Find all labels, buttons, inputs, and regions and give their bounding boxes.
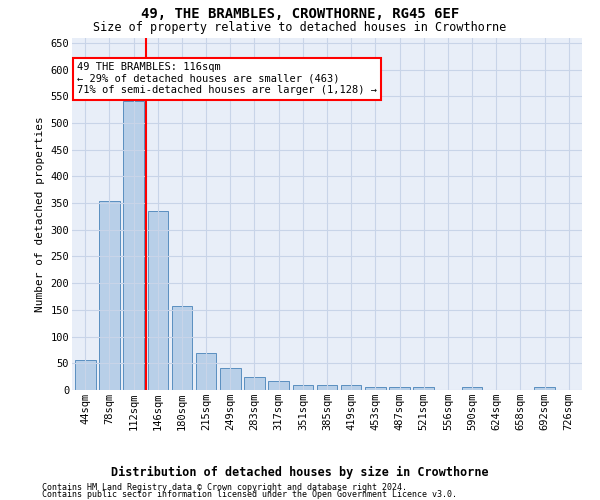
Bar: [268, 381, 289, 390]
Bar: [317, 385, 337, 390]
Text: Distribution of detached houses by size in Crowthorne: Distribution of detached houses by size …: [111, 466, 489, 479]
Bar: [220, 368, 241, 390]
Bar: [99, 202, 120, 390]
Bar: [293, 384, 313, 390]
Bar: [365, 388, 386, 390]
Text: 49 THE BRAMBLES: 116sqm
← 29% of detached houses are smaller (463)
71% of semi-d: 49 THE BRAMBLES: 116sqm ← 29% of detache…: [77, 62, 377, 96]
Bar: [389, 388, 410, 390]
Bar: [75, 360, 95, 390]
Bar: [534, 388, 555, 390]
Y-axis label: Number of detached properties: Number of detached properties: [35, 116, 45, 312]
Bar: [148, 210, 168, 390]
Text: Size of property relative to detached houses in Crowthorne: Size of property relative to detached ho…: [94, 21, 506, 34]
Bar: [462, 388, 482, 390]
Text: 49, THE BRAMBLES, CROWTHORNE, RG45 6EF: 49, THE BRAMBLES, CROWTHORNE, RG45 6EF: [141, 8, 459, 22]
Bar: [196, 352, 217, 390]
Text: Contains public sector information licensed under the Open Government Licence v3: Contains public sector information licen…: [42, 490, 457, 499]
Bar: [172, 306, 192, 390]
Bar: [244, 376, 265, 390]
Bar: [341, 384, 361, 390]
Bar: [413, 388, 434, 390]
Bar: [124, 101, 144, 390]
Text: Contains HM Land Registry data © Crown copyright and database right 2024.: Contains HM Land Registry data © Crown c…: [42, 482, 407, 492]
